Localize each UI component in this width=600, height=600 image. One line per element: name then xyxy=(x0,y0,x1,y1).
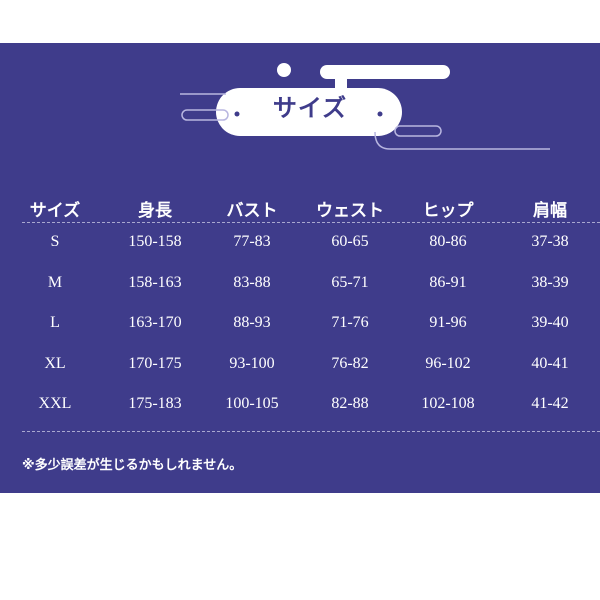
table-cell: 80-86 xyxy=(429,233,467,250)
cloud-decoration xyxy=(180,63,550,150)
table-cell: 163-170 xyxy=(128,314,182,331)
table-cell: 71-76 xyxy=(331,314,369,331)
table-cell: 60-65 xyxy=(331,233,369,250)
table-cell: 158-163 xyxy=(128,273,182,291)
disclaimer-note: ※多少誤差が生じるかもしれません。 xyxy=(22,458,243,473)
page-title: サイズ xyxy=(272,94,348,122)
table-cell: 96-102 xyxy=(425,354,471,372)
table-cell: 150-158 xyxy=(128,233,182,250)
table-divider xyxy=(22,431,600,432)
header-size: サイズ xyxy=(29,201,81,221)
table-cell: L xyxy=(50,314,60,331)
table-cell: 82-88 xyxy=(331,395,369,412)
header-waist: ウェスト xyxy=(316,201,384,221)
table-cell: 102-108 xyxy=(421,395,475,412)
table-cell: 39-40 xyxy=(531,314,569,331)
table-cell: 91-96 xyxy=(429,314,467,331)
table-cell: 83-88 xyxy=(233,273,271,291)
table-cell: 41-42 xyxy=(531,395,569,412)
table-cell: 170-175 xyxy=(128,354,182,372)
table-cell: 175-183 xyxy=(128,395,182,412)
table-cell: 40-41 xyxy=(531,354,569,372)
header-shoulder: 肩幅 xyxy=(533,201,567,221)
table-cell: 93-100 xyxy=(229,354,275,372)
table-cell: XL xyxy=(44,354,66,372)
table-cell: 37-38 xyxy=(531,233,569,250)
table-cell: 76-82 xyxy=(331,354,369,372)
table-cell: XXL xyxy=(38,395,72,412)
table-cell: 88-93 xyxy=(233,314,271,331)
table-cell: 77-83 xyxy=(233,233,271,250)
header-hip: ヒップ xyxy=(422,201,474,221)
table-cell: 38-39 xyxy=(531,273,569,291)
table-cell: S xyxy=(50,233,60,250)
header-height: 身長 xyxy=(138,201,172,221)
header-bust: バスト xyxy=(226,201,278,221)
header-divider xyxy=(22,222,600,223)
table-cell: 100-105 xyxy=(225,395,279,412)
table-cell: 86-91 xyxy=(429,273,467,291)
table-cell: 65-71 xyxy=(331,273,369,291)
table-cell: M xyxy=(47,273,63,291)
